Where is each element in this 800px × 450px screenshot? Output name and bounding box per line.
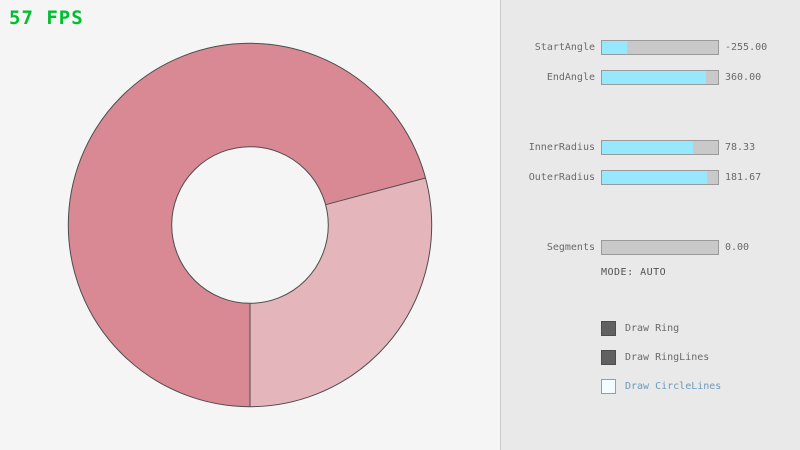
checkbox-label: Draw RingLines: [625, 351, 710, 363]
slider-value: 0.00: [725, 242, 750, 253]
checkbox-label: Draw Ring: [625, 322, 680, 334]
slider-bar[interactable]: [601, 170, 719, 185]
slider-label: InnerRadius: [528, 142, 595, 153]
slider-label: OuterRadius: [528, 172, 595, 183]
slider-value: -255.00: [725, 42, 768, 53]
slider-fill: [602, 71, 707, 84]
slider-outer-radius[interactable]: OuterRadius 181.67: [501, 170, 800, 185]
slider-end-angle[interactable]: EndAngle 360.00: [501, 70, 800, 85]
slider-fill: [602, 41, 628, 54]
checkbox-icon[interactable]: [601, 349, 616, 365]
slider-bar[interactable]: [601, 40, 719, 55]
slider-fill: [602, 141, 693, 154]
slider-label: StartAngle: [534, 42, 595, 53]
slider-fill: [602, 171, 708, 184]
slider-label: EndAngle: [546, 72, 595, 83]
slider-start-angle[interactable]: StartAngle -255.00: [501, 40, 800, 55]
ring-canvas: [67, 42, 433, 408]
slider-value: 360.00: [725, 72, 762, 83]
checkbox-draw-ring[interactable]: Draw Ring: [601, 320, 679, 336]
slider-bar[interactable]: [601, 70, 719, 85]
ring-hole: [171, 146, 329, 304]
slider-value: 78.33: [725, 142, 756, 153]
checkbox-icon[interactable]: [601, 320, 616, 336]
control-panel: StartAngle -255.00 EndAngle 360.00 Inner…: [500, 0, 800, 450]
checkbox-label: Draw CircleLines: [625, 380, 722, 392]
slider-bar[interactable]: [601, 240, 719, 255]
slider-segments[interactable]: Segments 0.00: [501, 240, 800, 255]
fps-counter: 57 FPS: [9, 7, 84, 29]
slider-value: 181.67: [725, 172, 762, 183]
slider-bar[interactable]: [601, 140, 719, 155]
checkbox-icon[interactable]: [601, 378, 616, 394]
slider-inner-radius[interactable]: InnerRadius 78.33: [501, 140, 800, 155]
ring-start-angle-line: [325, 177, 426, 206]
segments-mode-text: MODE: AUTO: [601, 267, 667, 278]
slider-label: Segments: [546, 242, 595, 253]
checkbox-draw-ringlines[interactable]: Draw RingLines: [601, 349, 709, 365]
checkbox-draw-circlelines[interactable]: Draw CircleLines: [601, 378, 721, 394]
